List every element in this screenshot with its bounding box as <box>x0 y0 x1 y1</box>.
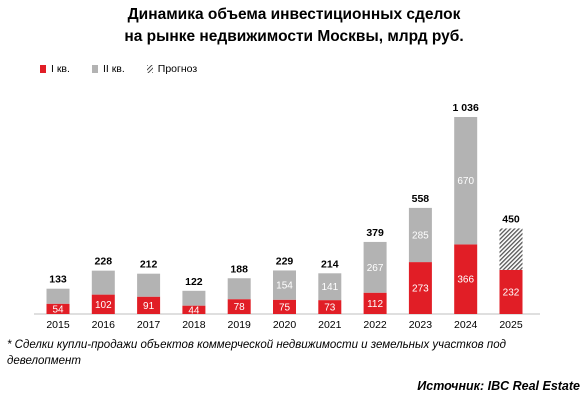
label-q1-2021: 73 <box>324 303 336 314</box>
label-q1-2023: 273 <box>412 284 429 295</box>
label-q1-2019: 78 <box>234 302 246 313</box>
x-tick-2022: 2022 <box>363 319 387 331</box>
label-q1-2025: 232 <box>503 287 520 298</box>
label-q1-2015: 54 <box>52 304 64 315</box>
label-q1-2018: 44 <box>188 305 200 316</box>
bar-q1-2020 <box>273 299 296 314</box>
label-q2-2023: 285 <box>412 230 429 241</box>
legend-item-forecast: Прогноз <box>146 63 198 75</box>
x-tick-2021: 2021 <box>318 319 342 331</box>
label-total-2021: 214 <box>321 258 339 270</box>
label-total-2018: 122 <box>185 276 203 288</box>
label-q1-2020: 75 <box>279 302 291 313</box>
x-tick-2025: 2025 <box>499 319 523 331</box>
bar-q1-2025 <box>499 269 523 314</box>
legend-item-q1: I кв. <box>40 63 70 75</box>
label-total-2015: 133 <box>49 274 67 286</box>
bar-q1-2024 <box>454 244 478 314</box>
label-total-2025: 450 <box>502 213 520 225</box>
legend-swatch-q1 <box>40 65 46 73</box>
bar-q1-2016 <box>91 294 115 314</box>
bar-q2-2015 <box>46 288 70 304</box>
bar-q1-2018 <box>182 305 206 314</box>
chart-title-line-1: Динамика объема инвестиционных сделок <box>127 6 461 23</box>
label-q2-2021: 141 <box>321 282 338 293</box>
bar-forecast-2025 <box>499 228 523 270</box>
bar-q2-2021 <box>318 273 342 301</box>
bar-q1-2022 <box>363 292 387 314</box>
label-total-2017: 212 <box>140 259 158 271</box>
label-total-2023: 558 <box>412 193 430 205</box>
bar-q1-2021 <box>318 300 342 314</box>
label-q2-2020: 154 <box>276 281 293 292</box>
chart-title: Динамика объема инвестиционных сделок на… <box>0 4 588 48</box>
legend-swatch-forecast <box>146 65 153 73</box>
bar-q2-2018 <box>182 290 206 306</box>
label-q2-2022: 267 <box>367 263 384 274</box>
source-note: Источник: IBC Real Estate <box>417 379 580 393</box>
x-tick-2023: 2023 <box>409 319 433 331</box>
footnote: * Сделки купли-продажи объектов коммерче… <box>7 339 506 367</box>
label-total-2019: 188 <box>230 263 248 275</box>
legend-item-q2: II кв. <box>91 63 125 75</box>
x-tick-2015: 2015 <box>46 319 70 331</box>
bar-q2-2019 <box>227 278 251 300</box>
bar-q1-2023 <box>408 262 432 314</box>
bar-q2-2022 <box>363 241 387 293</box>
bar-q2-2016 <box>91 270 115 295</box>
bar-q1-2017 <box>137 296 161 314</box>
x-tick-2017: 2017 <box>137 319 161 331</box>
x-tick-2018: 2018 <box>182 319 206 331</box>
chart-legend: I кв. II кв. Прогноз <box>40 62 219 76</box>
bar-chart: 54 133 2015 102 228 2016 91 212 2017 44 122 2018 78 1… <box>34 102 540 331</box>
x-tick-2020: 2020 <box>273 319 297 331</box>
label-total-2020: 229 <box>276 255 294 267</box>
label-q1-2017: 91 <box>143 301 155 312</box>
legend-swatch-q2 <box>91 65 98 73</box>
legend-label-q2: II кв. <box>102 63 125 75</box>
chart-title-line-2: на рынке недвижимости Москвы, млрд руб. <box>124 28 464 45</box>
label-total-2022: 379 <box>366 227 384 239</box>
label-q2-2024: 670 <box>457 176 474 187</box>
bar-q1-2019 <box>227 299 251 314</box>
legend-label-forecast: Прогноз <box>157 63 198 75</box>
label-q1-2024: 366 <box>457 275 474 286</box>
x-tick-2019: 2019 <box>228 319 252 331</box>
bar-q2-2017 <box>137 273 161 297</box>
label-q1-2022: 112 <box>367 299 383 310</box>
label-q1-2016: 102 <box>95 300 112 311</box>
bar-q1-2015 <box>46 303 70 314</box>
bar-q2-2024 <box>454 117 478 245</box>
bar-q2-2020 <box>273 270 296 300</box>
x-tick-2016: 2016 <box>92 319 116 331</box>
legend-label-q1: I кв. <box>51 63 70 75</box>
label-total-2016: 228 <box>95 256 113 268</box>
bar-q2-2023 <box>408 207 432 263</box>
label-total-2024: 1 036 <box>453 102 479 114</box>
x-tick-2024: 2024 <box>454 319 478 331</box>
